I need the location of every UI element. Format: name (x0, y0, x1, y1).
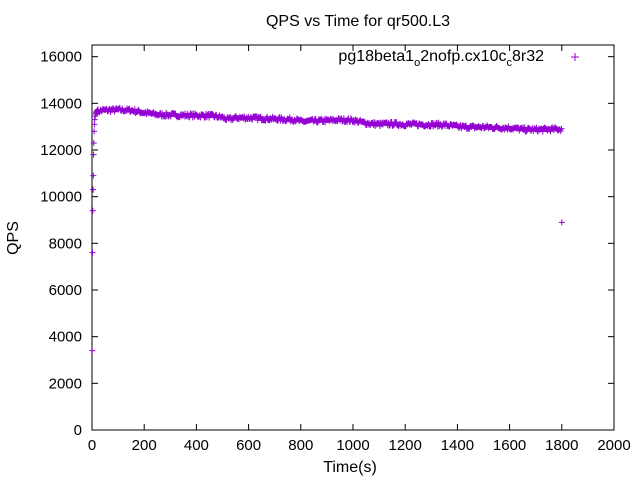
legend-marker (571, 53, 579, 61)
data-point (89, 249, 96, 256)
y-tick-label: 2000 (49, 375, 82, 392)
data-point (393, 119, 400, 126)
y-tick-label: 4000 (49, 329, 82, 346)
x-tick-label: 200 (132, 437, 157, 454)
y-tick-label: 0 (74, 422, 82, 439)
y-tick-label: 8000 (49, 235, 82, 252)
data-point (90, 151, 97, 158)
data-point (558, 125, 565, 132)
y-tick-label: 10000 (40, 189, 82, 206)
plot-frame (91, 44, 615, 431)
legend-label: pg18beta1o2nofp.cx10cc8r32 (338, 48, 544, 69)
y-tick-label: 12000 (40, 142, 82, 159)
data-point-outlier (558, 219, 565, 226)
data-point (206, 114, 213, 121)
x-tick-label: 1200 (389, 437, 422, 454)
x-tick-label: 1600 (493, 437, 526, 454)
x-tick-label: 1000 (336, 437, 369, 454)
data-point (257, 113, 264, 120)
data-point (90, 186, 97, 193)
x-tick-label: 600 (236, 437, 261, 454)
data-point (89, 347, 96, 354)
x-tick-label: 1800 (545, 437, 578, 454)
data-point (167, 113, 174, 120)
y-tick-label: 16000 (40, 49, 82, 66)
x-tick-label: 2000 (597, 437, 630, 454)
x-tick-label: 1400 (441, 437, 474, 454)
data-point (539, 128, 546, 135)
data-point (89, 207, 96, 214)
x-tick-label: 0 (88, 437, 96, 454)
x-axis-label: Time(s) (323, 459, 377, 476)
y-tick-label: 14000 (40, 95, 82, 112)
x-tick-label: 400 (184, 437, 209, 454)
data-point (91, 128, 98, 135)
data-point (90, 140, 97, 146)
y-tick-label: 6000 (49, 282, 82, 299)
y-axis-label: QPS (5, 221, 22, 255)
chart-title: QPS vs Time for qr500.L3 (266, 13, 450, 30)
data-point (91, 116, 98, 123)
data-point (249, 116, 256, 123)
data-point (90, 172, 97, 179)
x-tick-label: 800 (288, 437, 313, 454)
data-point (264, 113, 271, 120)
legend: pg18beta1o2nofp.cx10cc8r32 (338, 48, 579, 69)
data-point (347, 115, 354, 122)
